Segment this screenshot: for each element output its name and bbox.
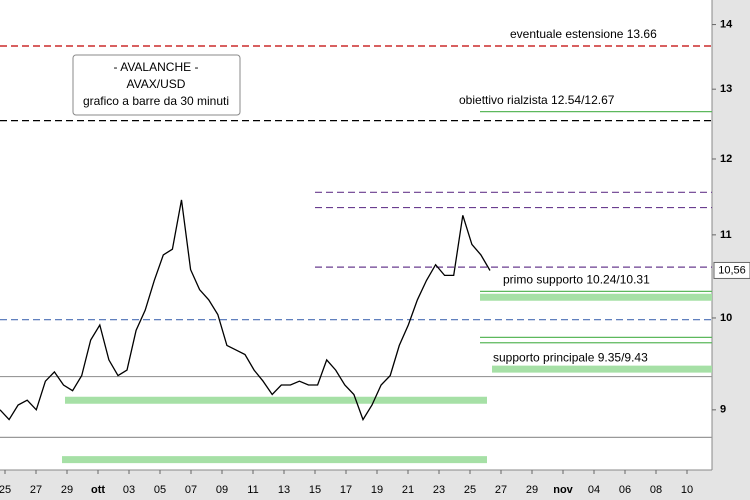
note-text: grafico a barre da 30 minuti: [83, 94, 229, 108]
x-tick-label: 15: [309, 484, 321, 496]
y-tick-label: 9: [720, 404, 726, 416]
y-tick-label: 12: [720, 153, 732, 165]
x-axis-panel: [0, 470, 712, 500]
x-tick-label: 07: [185, 484, 197, 496]
annotation: supporto principale 9.35/9.43: [493, 350, 648, 364]
y-tick-label: 11: [720, 229, 732, 241]
last-price-label: 10,56: [718, 264, 746, 276]
x-tick-label: 04: [588, 484, 600, 496]
annotation: obiettivo rialzista 12.54/12.67: [459, 93, 615, 107]
annotation: primo supporto 10.24/10.31: [503, 273, 650, 287]
x-tick-label: 06: [619, 484, 631, 496]
x-tick-label: nov: [553, 484, 573, 496]
y-tick-label: 14: [720, 18, 733, 30]
x-tick-label: 21: [402, 484, 414, 496]
price-line: [0, 199, 491, 422]
x-tick-label: 17: [340, 484, 352, 496]
x-tick-label: 10: [681, 484, 693, 496]
x-tick-label: 25: [464, 484, 476, 496]
x-tick-label: 25: [0, 484, 11, 496]
y-tick-label: 13: [720, 83, 732, 95]
x-tick-label: 29: [526, 484, 538, 496]
x-tick-label: 29: [61, 484, 73, 496]
note-text: - AVALANCHE -: [114, 60, 199, 74]
annotation: eventuale estensione 13.66: [510, 27, 657, 41]
note-text: AVAX/USD: [127, 77, 186, 91]
x-tick-label: 23: [433, 484, 445, 496]
x-tick-label: 27: [495, 484, 507, 496]
y-tick-label: 10: [720, 312, 732, 324]
x-tick-label: 19: [371, 484, 383, 496]
x-tick-label: 05: [154, 484, 166, 496]
x-tick-label: 03: [123, 484, 135, 496]
x-tick-label: 08: [650, 484, 662, 496]
last-price-box: [713, 261, 750, 279]
x-tick-label: 13: [278, 484, 290, 496]
x-tick-label: ott: [91, 484, 105, 496]
note-box: [72, 54, 241, 116]
x-tick-label: 09: [216, 484, 228, 496]
x-tick-label: 27: [30, 484, 42, 496]
y-axis-panel: [712, 0, 750, 500]
x-tick-label: 11: [247, 484, 258, 496]
